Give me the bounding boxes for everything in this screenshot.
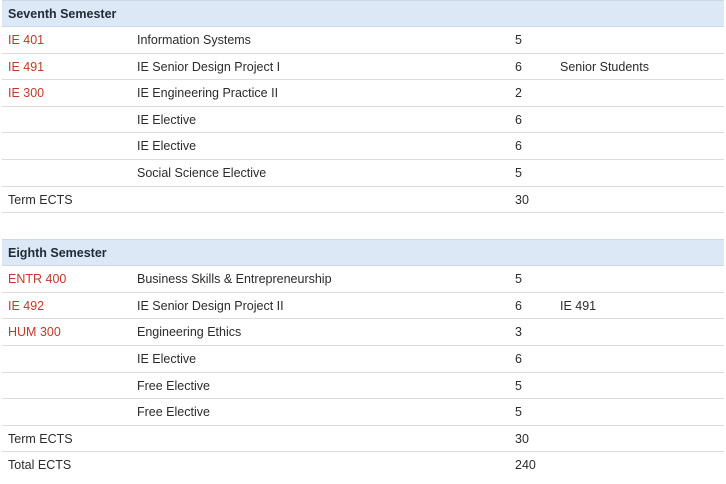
term-ects-row: Term ECTS 30 (2, 426, 724, 453)
course-name: IE Elective (137, 351, 197, 366)
course-ects: 6 (515, 139, 522, 154)
course-name: IE Engineering Practice II (137, 86, 279, 101)
course-code-link[interactable]: IE 401 (8, 33, 45, 47)
course-code-link[interactable]: IE 491 (8, 59, 45, 74)
table-row: IE Elective 6 (2, 133, 724, 160)
total-ects-label: Total ECTS (8, 458, 72, 473)
course-ects: 3 (515, 325, 522, 340)
course-name: Information Systems (137, 33, 251, 47)
course-name: IE Senior Design Project II (137, 298, 284, 313)
course-ects: 5 (515, 33, 522, 47)
course-ects: 2 (515, 86, 522, 101)
course-code-link[interactable]: HUM 300 (8, 325, 61, 340)
semester-8-section: Eighth Semester ENTR 400 Business Skills… (2, 239, 724, 479)
course-name: Free Elective (137, 405, 210, 420)
course-name: IE Senior Design Project I (137, 59, 281, 74)
course-code-link[interactable]: IE 492 (8, 298, 45, 313)
course-ects: 5 (515, 165, 522, 180)
table-row: IE Elective 6 (2, 107, 724, 134)
course-ects: 5 (515, 405, 522, 420)
table-row: HUM 300 Engineering Ethics 3 (2, 319, 724, 346)
course-prerequisite: Senior Students (560, 59, 649, 74)
course-name: IE Elective (137, 139, 197, 154)
table-row: Free Elective 5 (2, 399, 724, 426)
course-name: IE Elective (137, 112, 197, 127)
total-ects-row: Total ECTS 240 (2, 452, 724, 479)
course-ects: 5 (515, 378, 522, 393)
term-ects-value: 30 (515, 431, 529, 446)
course-name: Business Skills & Entrepreneurship (137, 272, 332, 287)
course-code-link[interactable]: IE 300 (8, 86, 45, 101)
semester-header: Seventh Semester (2, 0, 724, 27)
course-name: Social Science Elective (137, 165, 267, 180)
semester-7-section: Seventh Semester IE 401 Information Syst… (2, 0, 724, 214)
total-ects-value: 240 (515, 458, 536, 473)
table-row: ENTR 400 Business Skills & Entrepreneurs… (2, 266, 724, 293)
table-row: Social Science Elective 5 (2, 160, 724, 187)
semester-header: Eighth Semester (2, 239, 724, 267)
course-name: Engineering Ethics (137, 325, 242, 340)
table-row: IE 491 IE Senior Design Project I 6 Seni… (2, 54, 724, 81)
course-code-link[interactable]: ENTR 400 (8, 272, 67, 287)
course-prerequisite: IE 491 (560, 298, 597, 313)
course-ects: 6 (515, 112, 522, 127)
table-row: IE Elective 6 (2, 346, 724, 373)
table-row: IE 401 Information Systems 5 (2, 27, 724, 54)
term-ects-label: Term ECTS (8, 431, 73, 446)
section-spacer (2, 213, 724, 239)
table-row: IE 492 IE Senior Design Project II 6 IE … (2, 293, 724, 320)
course-ects: 5 (515, 272, 522, 287)
course-ects: 6 (515, 59, 522, 74)
table-row: IE 300 IE Engineering Practice II 2 (2, 80, 724, 107)
table-row: Free Elective 5 (2, 373, 724, 400)
course-ects: 6 (515, 298, 522, 313)
term-ects-label: Term ECTS (8, 192, 73, 207)
term-ects-row: Term ECTS 30 (2, 187, 724, 214)
course-name: Free Elective (137, 378, 210, 393)
course-ects: 6 (515, 351, 522, 366)
term-ects-value: 30 (515, 192, 529, 207)
